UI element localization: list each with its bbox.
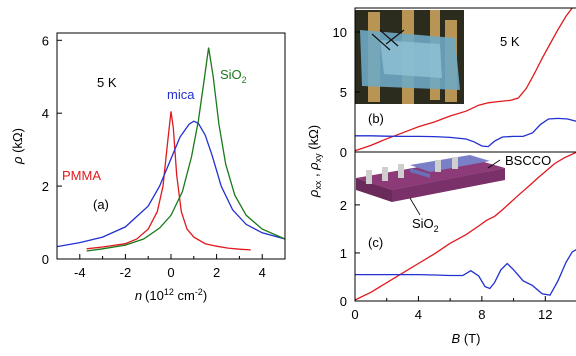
legend-sio2: SiO2 <box>220 67 247 85</box>
right-bottom-series-rho-xx <box>355 248 576 296</box>
left-series-pmma <box>86 111 251 251</box>
left-x-axis-label: n (1012 cm-2) <box>135 287 207 303</box>
device-micrograph-inset <box>355 10 464 104</box>
legend-pmma: PMMA <box>62 168 101 183</box>
right-ylabel-mid: , <box>306 170 321 181</box>
left-xlabel-close: ) <box>203 288 207 303</box>
left-xlabel-unit2: cm <box>174 288 195 303</box>
right-ylabel-unit: (kΩ) <box>306 125 321 154</box>
right-ylabel-sym1: ρ <box>306 189 321 198</box>
right-x-tick-label: 8 <box>478 307 485 322</box>
left-x-tick-label: -4 <box>74 265 86 280</box>
right-y-axis-label: ρxx , ρxy (kΩ) <box>306 125 323 198</box>
left-series-layer <box>56 47 286 252</box>
left-xlabel-symbol: n <box>135 288 142 303</box>
right-top-y-tick-label: 5 <box>340 85 347 100</box>
left-y-tick-label: 4 <box>42 106 49 121</box>
legend-mica: mica <box>167 87 195 102</box>
legend-sio2-sub: 2 <box>242 75 247 85</box>
right-plot-frame <box>354 7 576 302</box>
sio2-substrate-main: SiO <box>412 216 434 231</box>
left-series-mica <box>56 120 286 248</box>
left-xlabel-unit: (10 <box>145 288 164 303</box>
right-x-axis-label: B (T) <box>452 331 481 346</box>
bscco-label: BSCCO <box>505 153 551 168</box>
left-xlabel-exp2: -2 <box>195 287 203 297</box>
right-xlabel-unit: (T) <box>460 331 480 346</box>
left-y-tick-label: 2 <box>42 179 49 194</box>
right-ylabel-sym2: ρ <box>306 162 321 171</box>
left-panel-label: (a) <box>93 197 109 212</box>
right-bottom-panel-label: (c) <box>368 235 383 250</box>
right-ylabel-sub2: xy <box>313 153 323 163</box>
left-x-tick-label: 2 <box>213 265 220 280</box>
right-bottom-y-tick-label: 0 <box>340 294 347 309</box>
left-plot-frame <box>56 32 286 260</box>
left-y-tick-label: 0 <box>42 252 49 267</box>
device-schematic-inset <box>356 155 505 216</box>
right-bottom-y-tick-label: 1 <box>340 246 347 261</box>
right-xlabel-symbol: B <box>452 331 461 346</box>
sio2-substrate-sub: 2 <box>434 224 439 234</box>
right-temperature-label: 5 K <box>500 34 520 49</box>
left-series-sio2 <box>86 47 286 252</box>
right-top-y-tick-label: 10 <box>333 25 347 40</box>
right-bottom-series-layer <box>354 151 576 301</box>
sio2-substrate-label: SiO2 <box>412 216 439 234</box>
left-temperature-label: 5 K <box>97 75 117 90</box>
left-x-tick-label: -2 <box>120 265 132 280</box>
right-top-series-layer <box>354 7 576 152</box>
left-y-axis-label: ρ (kΩ) <box>10 128 25 165</box>
right-top-y-tick-label: 0 <box>340 145 347 160</box>
left-x-tick-label: 0 <box>167 265 174 280</box>
left-x-tick-label: 4 <box>259 265 266 280</box>
right-top-panel-label: (b) <box>368 111 384 126</box>
left-ylabel-unit: (kΩ) <box>10 128 25 157</box>
right-x-tick-label: 12 <box>538 307 552 322</box>
right-top-series-rho-xx <box>355 117 576 148</box>
left-y-tick-label: 6 <box>42 33 49 48</box>
left-ticks: -4 -2 0 2 4 0 2 4 6 <box>42 33 266 280</box>
right-bottom-series-rho-xy <box>354 151 576 301</box>
right-x-tick-label: 0 <box>351 307 358 322</box>
legend-sio2-main: SiO <box>220 67 242 82</box>
left-ylabel-symbol: ρ <box>10 156 25 165</box>
right-ylabel-sub1: xx <box>313 180 323 190</box>
right-bottom-y-tick-label: 2 <box>340 198 347 213</box>
right-x-tick-label: 4 <box>415 307 422 322</box>
left-xlabel-exp: 12 <box>164 287 174 297</box>
right-top-series-rho-xy <box>354 7 573 152</box>
